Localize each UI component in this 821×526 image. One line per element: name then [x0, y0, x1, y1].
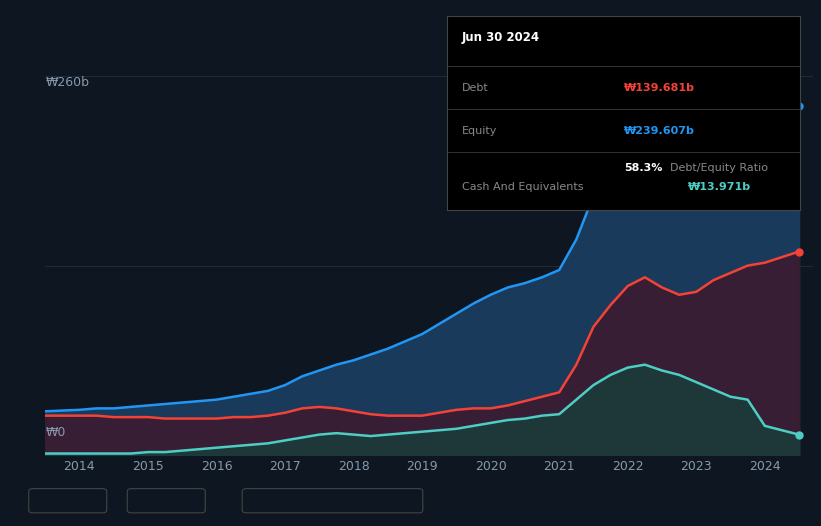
Text: 58.3%: 58.3%	[624, 163, 663, 173]
Text: ●: ●	[39, 495, 47, 506]
Text: Equity: Equity	[461, 126, 497, 136]
Text: ●: ●	[252, 495, 260, 506]
Text: Debt: Debt	[461, 83, 488, 93]
Text: Cash And Equivalents: Cash And Equivalents	[264, 494, 393, 507]
Text: Debt: Debt	[51, 494, 80, 507]
Text: Cash And Equivalents: Cash And Equivalents	[461, 182, 583, 192]
Text: ₩260b: ₩260b	[45, 76, 89, 89]
Text: Equity: Equity	[149, 494, 187, 507]
Text: ₩0: ₩0	[45, 426, 66, 439]
Text: Jun 30 2024: Jun 30 2024	[461, 32, 539, 44]
Text: ₩13.971b: ₩13.971b	[687, 182, 750, 192]
Text: ●: ●	[137, 495, 145, 506]
Text: ₩139.681b: ₩139.681b	[624, 83, 695, 93]
Text: Debt/Equity Ratio: Debt/Equity Ratio	[670, 163, 768, 173]
Text: ₩239.607b: ₩239.607b	[624, 126, 695, 136]
